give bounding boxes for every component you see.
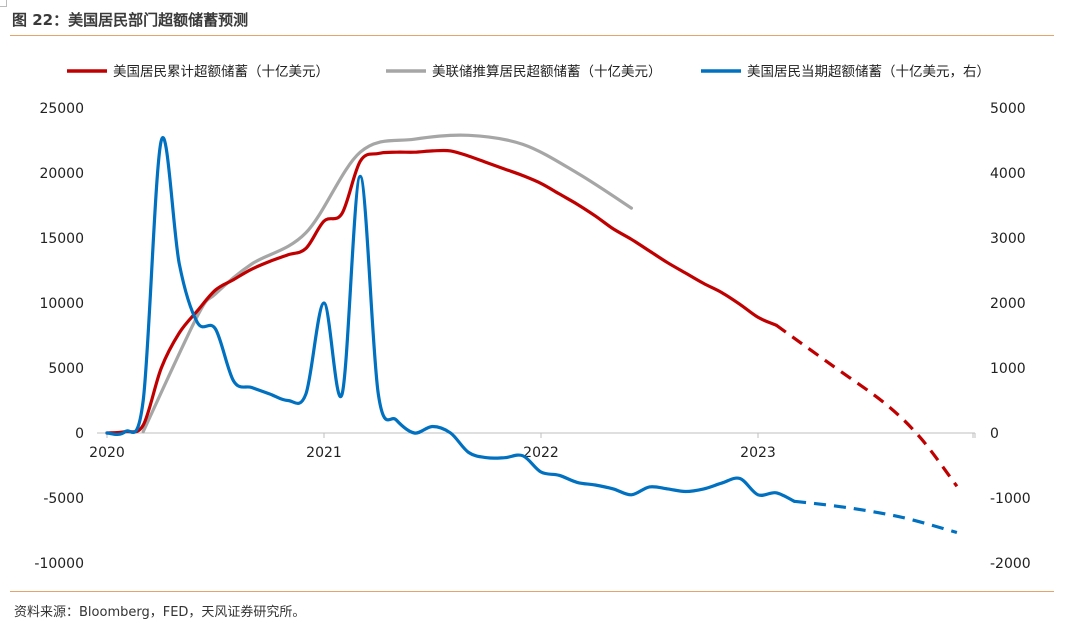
- corner-mark: [0, 0, 7, 7]
- y-right-tick-label: -2000: [990, 556, 1031, 572]
- series-line-1: [141, 133, 633, 434]
- legend-label: 美国居民累计超额储蓄（十亿美元）: [113, 64, 329, 80]
- x-tick-label: 2023: [740, 445, 776, 461]
- chart-title: 图 22：美国居民部门超额储蓄预测: [12, 11, 249, 29]
- y-left-tick-label: 10000: [39, 296, 84, 312]
- x-tick-label: 2021: [306, 445, 342, 461]
- y-right-tick-label: 3000: [990, 231, 1026, 247]
- y-right-tick-label: 2000: [990, 296, 1026, 312]
- source-note: 资料来源：Bloomberg，FED，天风证券研究所。: [14, 605, 306, 620]
- axes: -10000-50000500010000150002000025000-200…: [34, 101, 1030, 572]
- y-left-tick-label: 15000: [39, 231, 84, 247]
- series-line-2: [105, 136, 796, 503]
- y-left-tick-label: -5000: [43, 491, 84, 507]
- series-projection-2: [794, 499, 958, 535]
- y-right-tick-label: 1000: [990, 361, 1026, 377]
- series-line-0: [105, 148, 778, 435]
- y-left-tick-label: 5000: [48, 361, 84, 377]
- bottom-divider: [10, 591, 1054, 592]
- chart-canvas: 美国居民累计超额储蓄（十亿美元） 美联储推算居民超额储蓄（十亿美元） 美国居民当期超…: [34, 64, 1030, 572]
- x-tick-label: 2020: [89, 445, 125, 461]
- legend-label: 美联储推算居民超额储蓄（十亿美元）: [432, 64, 662, 80]
- y-right-tick-label: 4000: [990, 166, 1026, 182]
- series-lines: [105, 133, 959, 535]
- y-left-tick-label: 25000: [39, 101, 84, 117]
- y-right-tick-label: -1000: [990, 491, 1031, 507]
- legend-label: 美国居民当期超额储蓄（十亿美元，右）: [747, 64, 990, 80]
- y-right-tick-label: 5000: [990, 101, 1026, 117]
- y-right-tick-label: 0: [990, 426, 999, 442]
- y-left-tick-label: 0: [75, 426, 84, 442]
- legend: 美国居民累计超额储蓄（十亿美元） 美联储推算居民超额储蓄（十亿美元） 美国居民当期超…: [67, 64, 990, 80]
- x-tick-label: 2022: [523, 445, 559, 461]
- y-left-tick-label: 20000: [39, 166, 84, 182]
- top-divider: [10, 35, 1054, 36]
- y-left-tick-label: -10000: [34, 556, 84, 572]
- series-projection-0: [775, 323, 959, 488]
